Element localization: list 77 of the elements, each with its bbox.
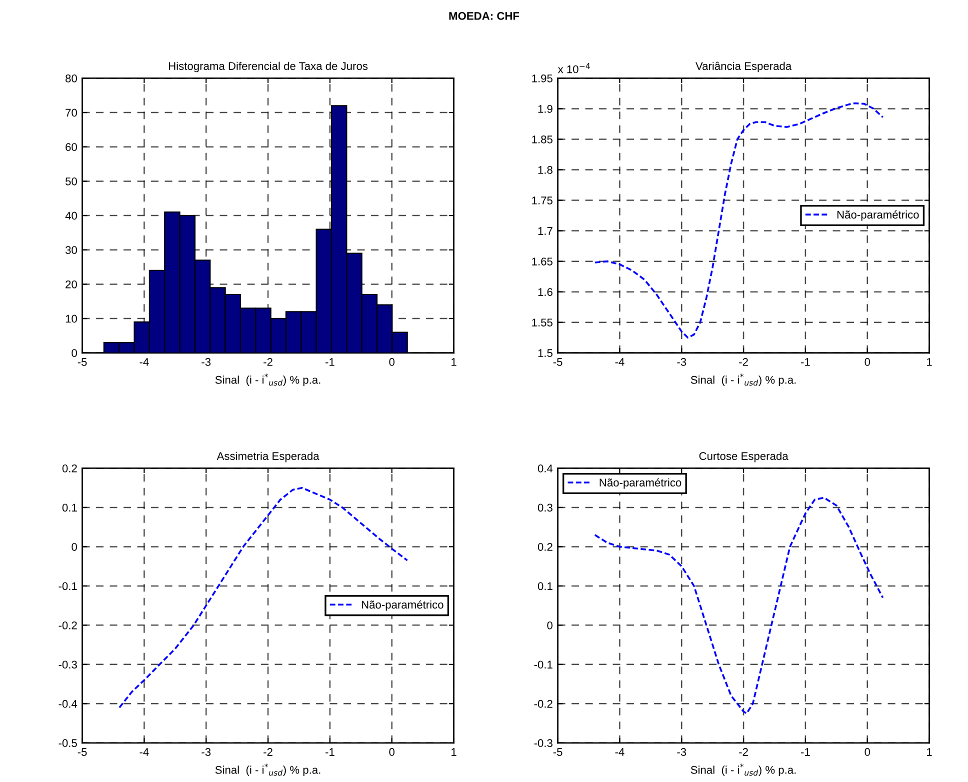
x-tick-label: -1 xyxy=(801,748,810,756)
chart-title: Variância Esperada xyxy=(696,62,792,72)
y-tick-label: 1.95 xyxy=(532,74,552,82)
y-tick-label: -0.1 xyxy=(58,582,77,590)
y-tick-label: 0 xyxy=(72,542,77,551)
x-tick-label: -4 xyxy=(615,748,624,756)
legend-label: Não-paramétrico xyxy=(600,478,682,489)
chart-title: Curtose Esperada xyxy=(699,452,788,462)
x-tick-label: -5 xyxy=(553,358,562,366)
y-tick-label: 1.85 xyxy=(532,136,552,144)
x-tick-label: -4 xyxy=(140,748,149,756)
y-tick-label: 1.55 xyxy=(532,318,552,326)
x-tick-label: 1 xyxy=(927,748,932,756)
y-tick-label: 1.5 xyxy=(538,349,552,358)
x-tick-label: -3 xyxy=(202,358,211,366)
y-tick-label: -0.4 xyxy=(58,700,78,708)
y-tick-label: 1.65 xyxy=(532,258,552,266)
x-tick-label: -5 xyxy=(553,748,562,756)
chart-title: Assimetria Esperada xyxy=(216,452,320,462)
x-tick-label: -2 xyxy=(739,358,748,366)
x-tick-label: -1 xyxy=(325,358,334,366)
y-tick-label: -0.2 xyxy=(534,700,552,708)
x-axis-title: Sinal (i - i$^{*}$$_{usd}$) % p.a. xyxy=(215,374,320,386)
y-tick-label: 0.1 xyxy=(62,504,77,512)
y-tick-label: 0.3 xyxy=(538,504,552,512)
x-tick-label: -1 xyxy=(801,358,810,366)
y-tick-label: 60 xyxy=(66,143,77,152)
legend-label: Não-paramétrico xyxy=(362,600,444,611)
y-tick-label: 50 xyxy=(66,177,77,186)
x-tick-label: -3 xyxy=(677,358,686,366)
x-axis-title: Sinal (i - i$^{*}$$_{usd}$) % p.a. xyxy=(690,374,796,386)
y-tick-label: 30 xyxy=(65,246,77,254)
x-tick-label: -2 xyxy=(739,748,748,756)
x-tick-label: 0 xyxy=(864,748,870,756)
x-tick-label: -1 xyxy=(325,748,334,756)
y-tick-label: 20 xyxy=(66,280,77,288)
y-tick-label: -0.2 xyxy=(58,621,77,630)
y-tick-label: 0.2 xyxy=(62,464,77,472)
x-tick-label: 0 xyxy=(389,748,395,756)
x-tick-label: -2 xyxy=(264,748,272,756)
legend-label: Não-paramétrico xyxy=(837,210,919,221)
text: MOEDA: CHF xyxy=(449,12,520,20)
y-tick-label: 0 xyxy=(547,621,552,630)
y-tick-label: -0.1 xyxy=(534,660,552,669)
y-tick-label: -0.3 xyxy=(534,739,552,748)
x-tick-label: 1 xyxy=(452,358,456,366)
y-tick-label: 1.8 xyxy=(538,166,552,174)
y-tick-label: 1.75 xyxy=(532,196,552,204)
y-tick-label: -0.5 xyxy=(58,739,77,748)
x-tick-label: -3 xyxy=(677,748,686,756)
x-axis-title: Sinal (i - i$^{*}$$_{usd}$) % p.a. xyxy=(690,764,796,776)
x-tick-label: 1 xyxy=(452,748,456,756)
text: x 10$^{−4}$ xyxy=(558,63,590,74)
x-tick-label: -5 xyxy=(78,358,87,366)
x-tick-label: -2 xyxy=(264,358,272,366)
y-tick-label: -0.3 xyxy=(58,660,77,669)
x-tick-label: 1 xyxy=(927,358,932,366)
x-tick-label: -4 xyxy=(140,358,149,366)
x-tick-label: -3 xyxy=(202,748,211,756)
y-tick-label: 0 xyxy=(72,349,77,358)
y-tick-label: 1.6 xyxy=(538,288,552,296)
y-tick-label: 0.4 xyxy=(538,464,553,472)
line-series xyxy=(594,496,884,714)
y-tick-label: 0.1 xyxy=(538,582,552,590)
x-tick-label: -4 xyxy=(615,358,624,366)
y-tick-label: 0.2 xyxy=(538,542,552,551)
y-tick-label: 10 xyxy=(66,314,77,323)
y-tick-label: 40 xyxy=(65,212,77,220)
x-tick-label: -5 xyxy=(78,748,87,756)
chart-title: Histograma Diferencial de Taxa de Juros xyxy=(168,62,368,72)
y-tick-label: 70 xyxy=(66,108,77,117)
y-tick-label: 1.9 xyxy=(538,104,552,113)
y-tick-label: 80 xyxy=(66,74,77,82)
x-axis-title: Sinal (i - i$^{*}$$_{usd}$) % p.a. xyxy=(215,764,320,776)
x-tick-label: 0 xyxy=(389,358,395,366)
y-tick-label: 1.7 xyxy=(538,227,552,235)
x-tick-label: 0 xyxy=(864,358,870,366)
